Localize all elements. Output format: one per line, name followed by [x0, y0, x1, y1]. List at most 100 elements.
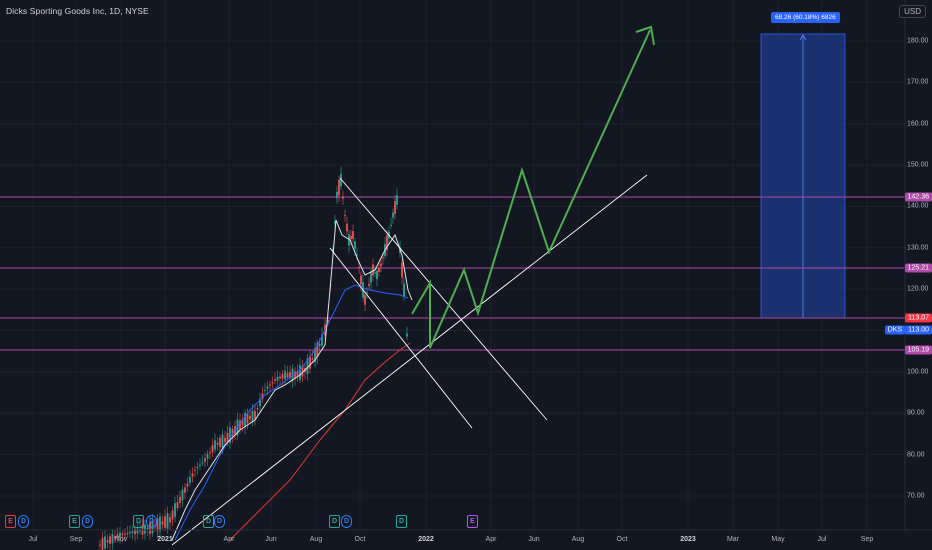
price-axis-label: 120.00: [907, 285, 929, 293]
price-axis-label: 170.00: [907, 78, 929, 86]
dividend-event-icon[interactable]: D: [146, 515, 157, 528]
candle-body: [318, 343, 321, 347]
descending-channel-upper[interactable]: [339, 177, 548, 421]
time-axis-label: Mar: [726, 536, 740, 543]
earnings-event-icon[interactable]: E: [5, 515, 16, 528]
earnings-event-icon[interactable]: D: [203, 515, 214, 528]
candle-body: [350, 236, 352, 239]
price-axis-label: 150.00: [907, 161, 929, 169]
dividend-event-icon[interactable]: D: [18, 515, 29, 528]
candle-body: [111, 534, 114, 544]
dividend-event-icon[interactable]: D: [82, 515, 93, 528]
candle-body: [306, 358, 309, 374]
price-tag-125: 125.21: [904, 263, 932, 273]
time-axis-label: 2023: [680, 536, 696, 543]
time-axis-label: Jun: [265, 536, 277, 543]
candle-body: [279, 376, 281, 379]
candle-body: [209, 452, 211, 454]
candle-body: [101, 538, 104, 550]
candle-body: [186, 483, 189, 487]
price-axis-label: 130.00: [907, 244, 929, 252]
candle-body: [216, 442, 219, 445]
descending-channel-lower[interactable]: [329, 247, 473, 429]
candle-body: [246, 414, 249, 424]
earnings-event-icon[interactable]: D: [329, 515, 340, 528]
candle-body: [284, 370, 286, 380]
ascending-trendline[interactable]: [171, 174, 648, 546]
candle-body: [269, 384, 271, 386]
time-axis-label: Oct: [354, 536, 366, 543]
candle-body: [392, 212, 394, 218]
candle-body: [251, 410, 254, 422]
candle-body: [334, 221, 336, 224]
candle-body: [109, 536, 111, 544]
projection-path[interactable]: [411, 29, 651, 349]
candle-body: [219, 437, 221, 448]
earnings-event-icon[interactable]: D: [396, 515, 407, 528]
candle-body: [191, 473, 194, 477]
price-axis-label: 100.00: [907, 368, 929, 376]
candle-body: [271, 382, 274, 384]
candle-body: [129, 532, 131, 534]
earnings-event-icon[interactable]: E: [467, 515, 478, 528]
candle-body: [181, 489, 184, 501]
measure-label: 68.26 (60.18%) 6826: [771, 12, 840, 23]
candle-body: [316, 343, 319, 357]
candle-body: [136, 528, 139, 534]
candle-body: [314, 348, 316, 362]
candle-body: [380, 263, 382, 267]
earnings-event-icon[interactable]: E: [69, 515, 80, 528]
time-axis-label: Aug: [309, 536, 323, 543]
time-axis-label: Apr: [223, 536, 235, 543]
candle-body: [352, 231, 354, 239]
candle-body: [144, 524, 146, 534]
candle-body: [394, 201, 396, 214]
dividend-event-icon[interactable]: D: [341, 515, 352, 528]
candle-body: [214, 440, 216, 450]
time-axis-label: Jul: [817, 536, 827, 543]
candle-body: [114, 536, 116, 539]
time-axis-label: Apr: [485, 536, 497, 543]
candle-body: [382, 257, 384, 259]
candle-body: [171, 510, 174, 520]
candle-body: [121, 533, 124, 536]
candle-body: [124, 533, 126, 535]
earnings-event-icon[interactable]: D: [133, 515, 144, 528]
candle-body: [364, 295, 366, 305]
time-axis-label: 2021: [157, 536, 173, 543]
candle-body: [261, 393, 264, 399]
candle-body: [378, 267, 380, 273]
candle-body: [348, 234, 350, 246]
candle-body: [176, 502, 179, 508]
ma-white-line: [171, 219, 413, 541]
currency-button[interactable]: USD: [899, 5, 926, 18]
candle-body: [354, 241, 356, 249]
candle-body: [104, 536, 106, 549]
candle-body: [346, 223, 348, 232]
time-axis-label: Nov: [114, 536, 128, 543]
time-axis-label: 2022: [418, 536, 434, 543]
candle-body: [196, 466, 199, 469]
candle-body: [264, 389, 266, 391]
candle-body: [276, 376, 279, 381]
candle-body: [259, 399, 261, 406]
candle-body: [344, 214, 346, 216]
time-axis-label: Aug: [571, 536, 585, 543]
projection-arrow-head: [635, 25, 655, 46]
price-tag-105: 105.19: [904, 345, 932, 355]
price-axis-label: 80.00: [907, 451, 925, 459]
time-axis-label: Sep: [69, 536, 83, 543]
candle-body: [206, 453, 209, 459]
candle-body: [342, 196, 344, 199]
candle-body: [119, 532, 121, 538]
candle-body: [236, 419, 239, 436]
candle-body: [340, 173, 342, 187]
candle-body: [403, 283, 405, 297]
price-tag-142: 142.36: [904, 192, 932, 202]
candle-body: [99, 544, 101, 546]
dividend-event-icon[interactable]: D: [214, 515, 225, 528]
candle-body: [116, 534, 119, 539]
candle-body: [274, 379, 276, 381]
candle-body: [179, 497, 181, 503]
